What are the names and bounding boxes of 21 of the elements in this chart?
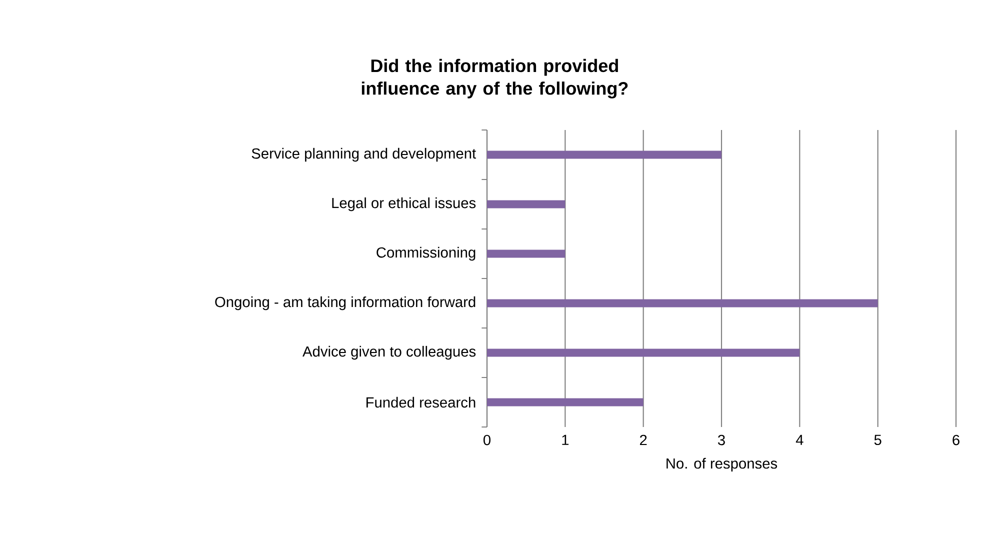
x-tick-label: 0 <box>483 434 490 446</box>
bar <box>487 348 800 357</box>
bar <box>487 150 722 159</box>
x-tick-label: 4 <box>796 434 804 445</box>
bar <box>487 398 644 406</box>
y-tick-label: Service planning and development <box>252 148 476 162</box>
x-axis-title: No. of responses <box>666 458 778 472</box>
x-tick-label: 3 <box>718 434 725 446</box>
x-tick-label: 5 <box>874 434 882 446</box>
y-tick-label: Ongoing - am taking information forward <box>215 296 476 310</box>
y-tick-label: Advice given to colleagues <box>302 346 476 360</box>
y-tick-label: Commissioning <box>376 246 476 261</box>
y-tick-label: Funded research <box>366 396 476 408</box>
chart-title: Did the information provided influence any of the following? <box>362 58 628 98</box>
bar <box>487 250 566 258</box>
x-tick-label: 1 <box>562 434 569 445</box>
bar <box>487 299 878 308</box>
y-tick-label: Legal or ethical issues <box>332 197 476 212</box>
x-tick-label: 2 <box>640 434 647 446</box>
bar <box>487 200 566 208</box>
x-tick-label: 6 <box>952 434 960 446</box>
